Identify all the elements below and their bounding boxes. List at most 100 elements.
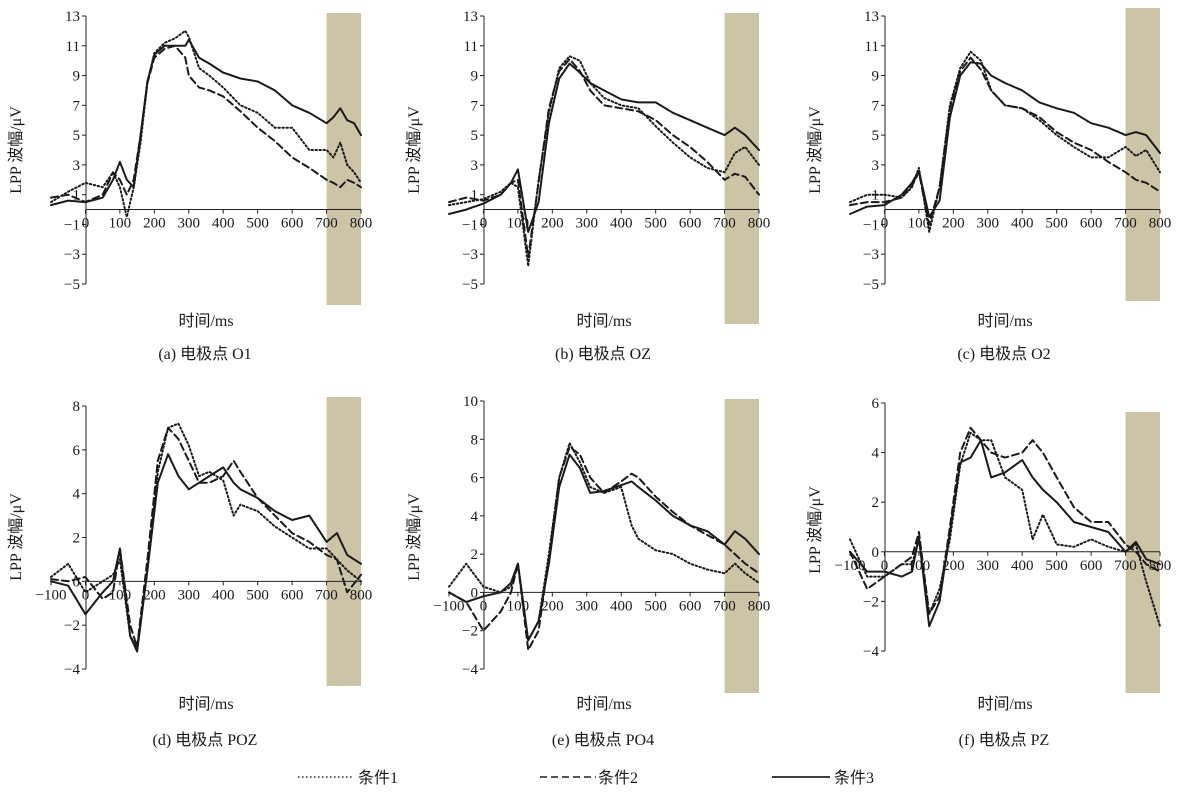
y-tick-label: 8 xyxy=(73,399,81,415)
y-tick-label: −4 xyxy=(863,644,879,660)
y-tick-label: −2 xyxy=(863,594,879,610)
x-tick-label: 300 xyxy=(178,587,201,603)
series-line-condition-1 xyxy=(50,422,362,649)
y-axis-label: LPP 波幅/μV xyxy=(806,486,824,574)
series-line-condition-3 xyxy=(50,453,362,653)
x-tick-label: 0 xyxy=(881,558,889,574)
panel-caption: (f) 电极点 PZ xyxy=(959,731,1050,749)
x-tick-label: 800 xyxy=(748,598,771,614)
y-tick-label: −2 xyxy=(462,624,478,640)
legend-label-3: 条件3 xyxy=(834,769,874,787)
y-tick-label: −1 xyxy=(462,217,478,233)
series-line-condition-2 xyxy=(849,426,1161,615)
y-axis-label: LPP 波幅/μV xyxy=(806,106,824,194)
x-tick-label: 600 xyxy=(1080,558,1103,574)
x-tick-label: 300 xyxy=(576,216,599,232)
legend-label-2: 条件2 xyxy=(598,769,638,787)
legend-item-1: 条件1 xyxy=(298,769,398,787)
time-window-shade xyxy=(326,13,361,305)
y-tick-label: 0 xyxy=(471,585,479,601)
time-window-shade xyxy=(724,399,759,693)
x-tick-label: 600 xyxy=(281,216,304,232)
y-tick-label: 1 xyxy=(872,188,880,204)
x-tick-label: 800 xyxy=(350,216,373,232)
series-line-condition-3 xyxy=(50,38,362,207)
series-line-condition-3 xyxy=(849,61,1161,218)
time-window-shade xyxy=(724,13,759,324)
x-tick-label: 800 xyxy=(748,216,771,232)
y-axis-label: LPP 波幅/μV xyxy=(7,106,25,194)
series-line-condition-2 xyxy=(849,56,1161,226)
x-tick-label: 0 xyxy=(82,216,90,232)
x-tick-label: 500 xyxy=(1045,216,1068,232)
x-tick-label: 600 xyxy=(1080,216,1103,232)
x-axis-label: 时间/ms xyxy=(977,312,1032,330)
y-tick-label: −2 xyxy=(64,618,80,634)
x-tick-label: 200 xyxy=(541,216,564,232)
y-tick-label: 13 xyxy=(463,9,478,25)
x-tick-label: 800 xyxy=(1149,558,1172,574)
x-axis-label: 时间/ms xyxy=(977,695,1032,713)
x-tick-label: 600 xyxy=(679,598,702,614)
panel-caption: (c) 电极点 O2 xyxy=(957,345,1050,363)
y-tick-label: −3 xyxy=(863,247,879,263)
series-line-condition-1 xyxy=(50,29,362,218)
x-tick-label: 400 xyxy=(610,598,633,614)
x-tick-label: 100 xyxy=(908,216,931,232)
x-tick-label: 500 xyxy=(246,216,269,232)
x-tick-label: 0 xyxy=(480,216,488,232)
y-tick-label: 3 xyxy=(471,158,479,174)
y-tick-label: 11 xyxy=(464,39,478,55)
y-axis-label: LPP 波幅/μV xyxy=(7,493,25,581)
x-tick-label: 200 xyxy=(942,216,965,232)
y-tick-label: −5 xyxy=(462,277,478,293)
legend: 条件1 条件2 条件3 xyxy=(298,769,874,787)
x-tick-label: 0 xyxy=(82,587,90,603)
y-tick-label: 11 xyxy=(66,39,80,55)
y-tick-label: 9 xyxy=(73,69,81,85)
y-tick-label: 2 xyxy=(872,495,880,511)
x-tick-label: 100 xyxy=(507,598,530,614)
x-tick-label: 200 xyxy=(143,587,166,603)
y-tick-label: 3 xyxy=(73,158,81,174)
y-tick-label: −5 xyxy=(64,277,80,293)
y-tick-label: 9 xyxy=(872,69,880,85)
time-window-shade xyxy=(326,397,361,686)
y-tick-label: 0 xyxy=(872,545,880,561)
legend-item-3: 条件3 xyxy=(772,769,874,787)
x-tick-label: 500 xyxy=(246,587,269,603)
panel-caption: (b) 电极点 OZ xyxy=(555,345,651,363)
series-line-condition-1 xyxy=(849,431,1161,628)
x-axis-label: 时间/ms xyxy=(178,312,233,330)
x-axis-label: 时间/ms xyxy=(178,695,233,713)
x-tick-label: 0 xyxy=(480,598,488,614)
series-line-condition-3 xyxy=(448,62,760,233)
y-tick-label: 5 xyxy=(471,128,479,144)
y-tick-label: 13 xyxy=(864,9,879,25)
y-tick-label: 11 xyxy=(865,39,879,55)
y-tick-label: −4 xyxy=(462,662,478,678)
y-tick-label: −1 xyxy=(64,217,80,233)
series-line-condition-1 xyxy=(849,50,1161,233)
x-tick-label: 800 xyxy=(350,587,373,603)
x-tick-label: 800 xyxy=(1149,216,1172,232)
x-tick-label: 200 xyxy=(942,558,965,574)
series-line-condition-3 xyxy=(448,453,760,642)
x-tick-label: 400 xyxy=(1011,558,1034,574)
y-tick-label: 6 xyxy=(73,443,81,459)
y-tick-label: 4 xyxy=(73,487,81,503)
x-tick-label: 700 xyxy=(1114,216,1137,232)
panel-caption: (d) 电极点 POZ xyxy=(153,731,258,749)
x-tick-label: 500 xyxy=(644,598,667,614)
y-tick-label: 10 xyxy=(463,394,478,410)
y-tick-label: 7 xyxy=(471,98,479,114)
x-tick-label: 700 xyxy=(713,598,736,614)
series-line-condition-2 xyxy=(448,445,760,651)
time-window-shade xyxy=(1125,8,1160,301)
x-tick-label: 200 xyxy=(143,216,166,232)
y-tick-label: 3 xyxy=(872,158,880,174)
